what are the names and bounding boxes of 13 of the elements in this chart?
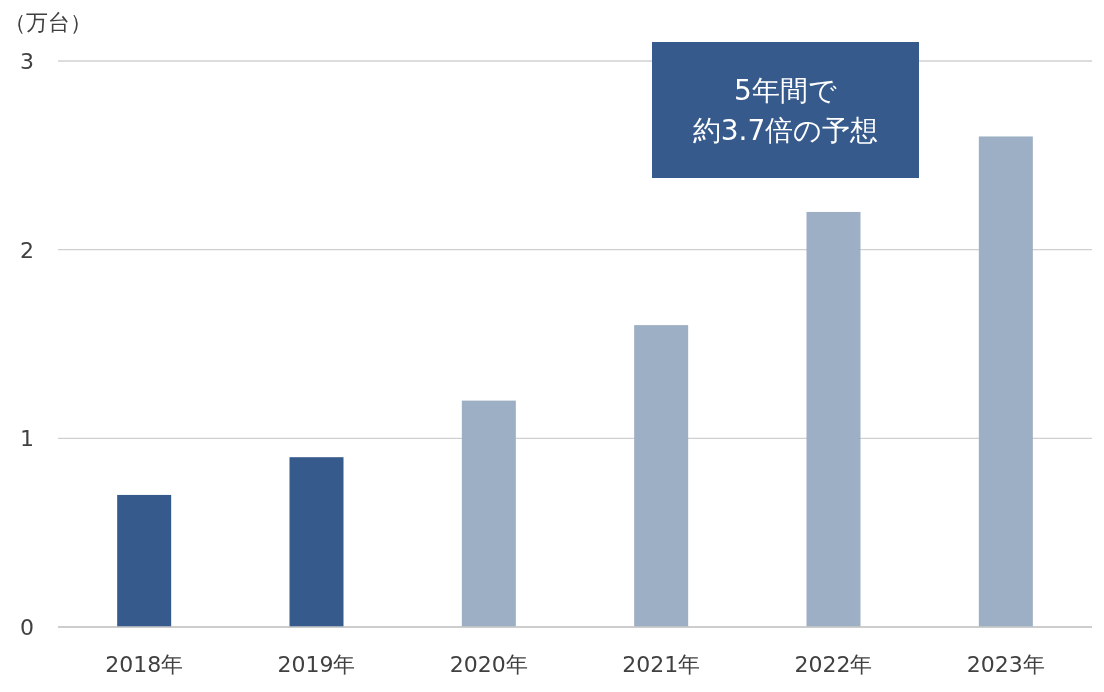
annotation: 約3.7倍の予想 [692,114,879,147]
x-tick-label: 2021年 [622,652,701,677]
x-tick-label: 2022年 [794,652,873,677]
y-tick-label: 3 [20,49,34,74]
x-tick-label: 2018年 [105,652,184,677]
x-tick-label: 2019年 [277,652,356,677]
annotation: 5年間で [734,74,837,107]
y-axis-title: （万台） [4,10,92,35]
x-tick-label: 2020年 [449,652,528,677]
y-tick-label: 2 [20,237,34,263]
x-tick-label: 2023年 [966,652,1045,677]
y-tick-label: 0 [20,615,34,640]
y-tick-label: 1 [20,426,34,452]
